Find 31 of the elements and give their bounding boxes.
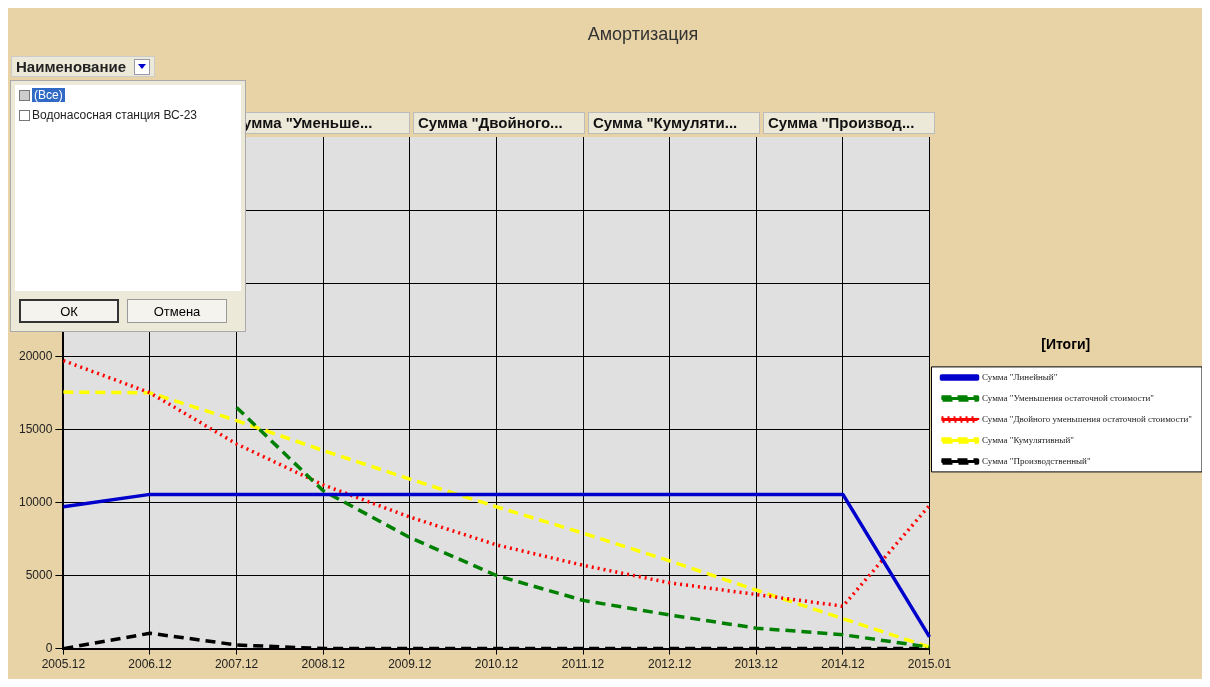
y-tick-label: 20000 xyxy=(18,348,53,363)
ok-button: ОК xyxy=(19,299,119,323)
x-tick-label: 2010.12 xyxy=(474,657,519,672)
x-tick-label: 2008.12 xyxy=(301,657,346,672)
legend-title: [Итоги] xyxy=(1041,335,1091,352)
x-tick-label: 2007.12 xyxy=(214,657,259,672)
field-button: Наименование xyxy=(11,56,156,77)
x-tick-label: 2006.12 xyxy=(128,657,172,672)
list-box: (Все) Водонасосная станция ВС-23 xyxy=(15,85,241,291)
x-tick-label: 2013.12 xyxy=(734,657,779,672)
cancel-button: Отмена xyxy=(127,299,227,323)
x-tick-label: 2005.12 xyxy=(41,657,86,672)
x-tick-label: 2012.12 xyxy=(647,657,692,672)
line-series xyxy=(234,405,932,649)
column-header: Сумма "Производ... xyxy=(763,112,935,134)
y-tick-label: 10000 xyxy=(18,494,53,509)
legend-label: Сумма "Производственный" xyxy=(982,455,1091,466)
legend-label: Сумма "Уменьшения остаточной стоимости" xyxy=(982,392,1155,403)
x-tick-label: 2009.12 xyxy=(388,657,432,672)
legend-label: Сумма "Двойного уменьшения остаточной стоимости" xyxy=(982,413,1193,424)
legend-label: Сумма "Кумулятивный" xyxy=(982,434,1075,445)
chart-title: Амортизация xyxy=(586,24,700,45)
x-tick-label: 2011.12 xyxy=(561,657,605,672)
x-tick-label: 2014.12 xyxy=(821,657,865,672)
legend-label: Сумма "Линейный" xyxy=(982,371,1058,382)
column-header: Сумма "Двойного... xyxy=(413,112,585,134)
x-tick-label: 2015.01 xyxy=(907,657,952,672)
y-tick-label: 15000 xyxy=(18,421,53,436)
y-tick-label: 5000 xyxy=(25,567,53,582)
column-header: Сумма "Кумуляти... xyxy=(588,112,760,134)
y-tick-label: 0 xyxy=(45,640,53,655)
